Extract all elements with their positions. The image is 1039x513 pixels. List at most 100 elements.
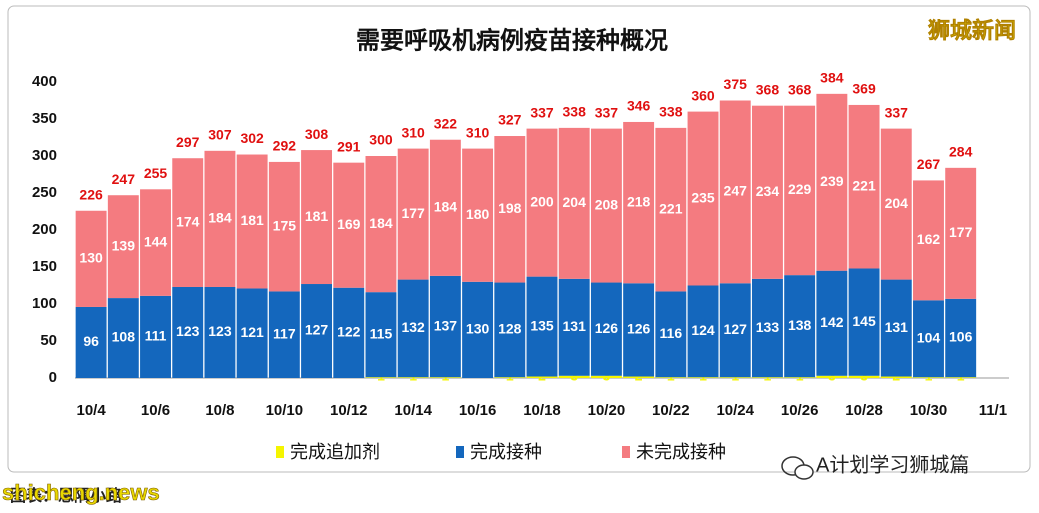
value-label: 145 [852,313,876,329]
total-label: 360 [691,87,715,103]
value-label: 218 [627,193,651,209]
bar-segment [880,128,912,280]
y-tick-label: 250 [32,184,57,201]
value-label: 181 [240,212,264,228]
value-label: 96 [83,333,99,349]
bar-segment [333,162,365,288]
bar-segment [268,161,300,292]
y-tick-label: 350 [32,110,57,127]
bar-segment [558,127,590,279]
bar-segment [172,158,204,287]
bar-segment [526,128,558,277]
value-label: 169 [337,216,361,232]
bar-segment [590,128,622,283]
bar-segment [655,377,687,378]
legend-label: 完成追加剂 [290,442,380,462]
bar-segment [590,375,622,378]
bar-segment [590,282,622,376]
value-label: 174 [176,213,200,229]
value-label: 184 [369,215,393,231]
bar-segment [880,279,912,377]
bar-segment [75,306,107,378]
total-label: 292 [273,138,297,154]
total-label: 302 [240,130,264,146]
x-tick-label: 11/1 [979,402,1007,419]
value-label: 123 [208,323,232,339]
bar-segment [558,278,590,376]
bar-segment [429,377,461,378]
bar-segment [784,105,816,276]
value-label: 137 [434,317,458,333]
value-label: 128 [498,321,522,337]
bar-segment [204,150,236,287]
chart-title: 需要呼吸机病例疫苗接种概况 [356,26,668,54]
value-label: 204 [885,195,909,211]
bar-segment [172,286,204,378]
x-tick-label: 10/16 [459,402,497,419]
total-label: 307 [208,127,232,143]
bar-segment [365,292,397,378]
credit: 图表：恩隅小路 [10,486,123,505]
bar-segment [526,376,558,378]
bar-segment [236,154,268,289]
wechat-icon [781,456,814,480]
bar-segment [816,375,848,378]
value-label: 133 [756,319,780,335]
bar-segment [751,105,783,279]
bar-segment [140,189,171,296]
value-label: 221 [852,177,876,193]
value-label: 106 [949,329,973,345]
bar-segment [301,284,333,378]
bar-segment [945,298,977,378]
value-label: 181 [305,208,329,224]
x-tick-label: 10/24 [716,402,754,419]
x-tick-label: 10/10 [266,402,304,419]
bar-segment [107,298,139,378]
value-label: 208 [595,196,619,212]
bar-segment [913,300,944,378]
value-label: 142 [820,314,844,330]
value-label: 132 [401,319,425,335]
bar-segment [494,377,526,378]
total-label: 247 [112,171,136,187]
total-label: 368 [756,81,780,97]
value-label: 180 [466,206,490,222]
total-label: 346 [627,98,651,114]
value-label: 131 [563,318,587,334]
bar-segment [751,377,783,378]
value-label: 234 [756,183,780,199]
watermark: 狮城新闻 [928,18,1016,43]
total-label: 297 [176,134,200,150]
bar-segment [687,111,719,286]
y-tick-label: 50 [40,332,57,349]
bar-segment [429,139,461,276]
x-tick-label: 10/22 [652,402,690,419]
value-label: 126 [595,320,619,336]
y-tick-label: 0 [49,369,57,386]
value-label: 198 [498,200,522,216]
value-label: 108 [112,329,136,345]
bar-segment [687,285,719,378]
y-tick-label: 300 [32,147,57,164]
bar-segment [848,104,880,269]
value-label: 135 [530,317,554,333]
bar-segment [365,156,397,293]
bar-segment [462,148,494,282]
bar-segment [945,377,977,378]
total-label: 284 [949,144,973,160]
bar-segment [397,377,429,378]
total-label: 310 [466,124,490,140]
wechat-name: A计划学习狮城篇 [816,453,969,476]
legend-label: 未完成接种 [636,442,726,462]
bar-segment [397,279,429,378]
x-tick-label: 10/30 [910,402,948,419]
legend-swatch [276,446,284,458]
bar-segment [623,283,655,377]
value-label: 127 [305,322,329,338]
value-label: 138 [788,317,812,333]
bar-segment [880,376,912,378]
bar-segment [784,275,816,378]
bar-segment [945,167,977,299]
